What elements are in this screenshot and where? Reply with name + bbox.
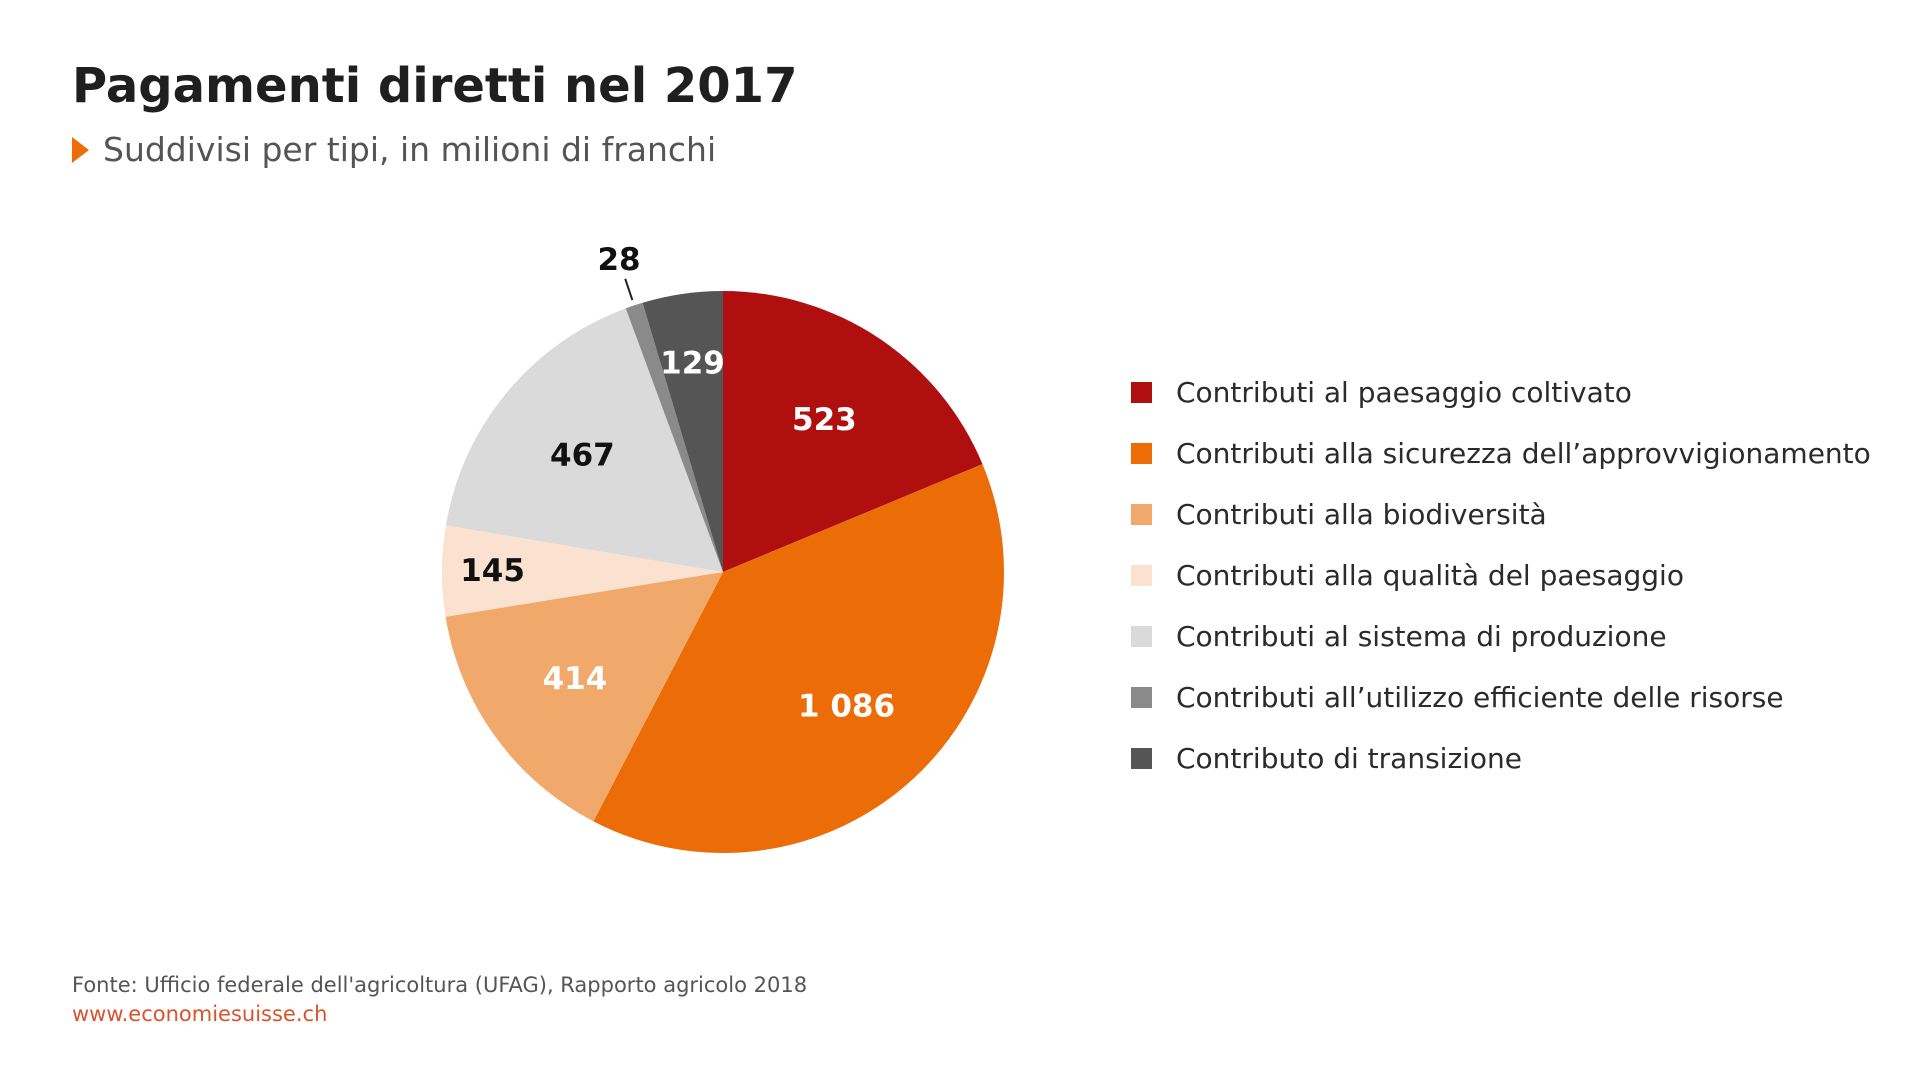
legend-swatch [1131, 565, 1152, 586]
data-label-1: 523 [792, 402, 857, 438]
legend-swatch [1131, 748, 1152, 769]
legend-item-6: Contributi all’utilizzo efficiente delle… [1131, 667, 1871, 728]
legend-item-4: Contributi alla qualità del paesaggio [1131, 545, 1871, 606]
data-label-3: 414 [543, 661, 608, 697]
chart-subtitle: Suddivisi per tipi, in milioni di franch… [72, 130, 716, 169]
legend-item-7: Contributo di transizione [1131, 728, 1871, 789]
pie-slice-2 [593, 464, 1005, 853]
legend-label: Contributi al sistema di produzione [1176, 620, 1667, 653]
pie-slice-6 [625, 302, 723, 572]
legend-label: Contributi all’utilizzo efficiente delle… [1176, 681, 1784, 714]
data-label-6: 28 [597, 242, 640, 278]
chart-title: Pagamenti diretti nel 2017 [72, 58, 798, 114]
chart-subtitle-text: Suddivisi per tipi, in milioni di franch… [103, 130, 717, 169]
legend-item-3: Contributi alla biodiversità [1131, 484, 1871, 545]
pie-slice-1 [723, 291, 983, 572]
source-note: Fonte: Ufficio federale dell'agricoltura… [72, 973, 808, 997]
data-label-5: 467 [550, 437, 615, 473]
legend-swatch [1131, 626, 1152, 647]
leader-line [624, 278, 634, 301]
chart-legend: Contributi al paesaggio coltivato Contrib… [1131, 362, 1871, 789]
website-link[interactable]: www.economiesuisse.ch [72, 1002, 328, 1026]
legend-swatch [1131, 443, 1152, 464]
pie-slice-4 [442, 525, 723, 617]
data-label-4: 145 [460, 553, 525, 589]
pie-slice-7 [642, 291, 723, 572]
data-label-7: 129 [660, 345, 725, 381]
legend-swatch [1131, 504, 1152, 525]
legend-swatch [1131, 382, 1152, 403]
legend-label: Contributo di transizione [1176, 742, 1523, 775]
legend-item-1: Contributi al paesaggio coltivato [1131, 362, 1871, 423]
legend-label: Contributi alla biodiversità [1176, 498, 1547, 531]
legend-item-5: Contributi al sistema di produzione [1131, 606, 1871, 667]
legend-label: Contributi alla sicurezza dell’approvvig… [1176, 437, 1871, 470]
legend-label: Contributi al paesaggio coltivato [1176, 376, 1632, 409]
legend-swatch [1131, 687, 1152, 708]
pie-slice-5 [445, 308, 723, 572]
triangle-bullet-icon [72, 136, 89, 163]
data-label-2: 1 086 [798, 689, 895, 725]
pie-slice-3 [445, 572, 723, 822]
legend-label: Contributi alla qualità del paesaggio [1176, 559, 1684, 592]
legend-item-2: Contributi alla sicurezza dell’approvvig… [1131, 423, 1871, 484]
